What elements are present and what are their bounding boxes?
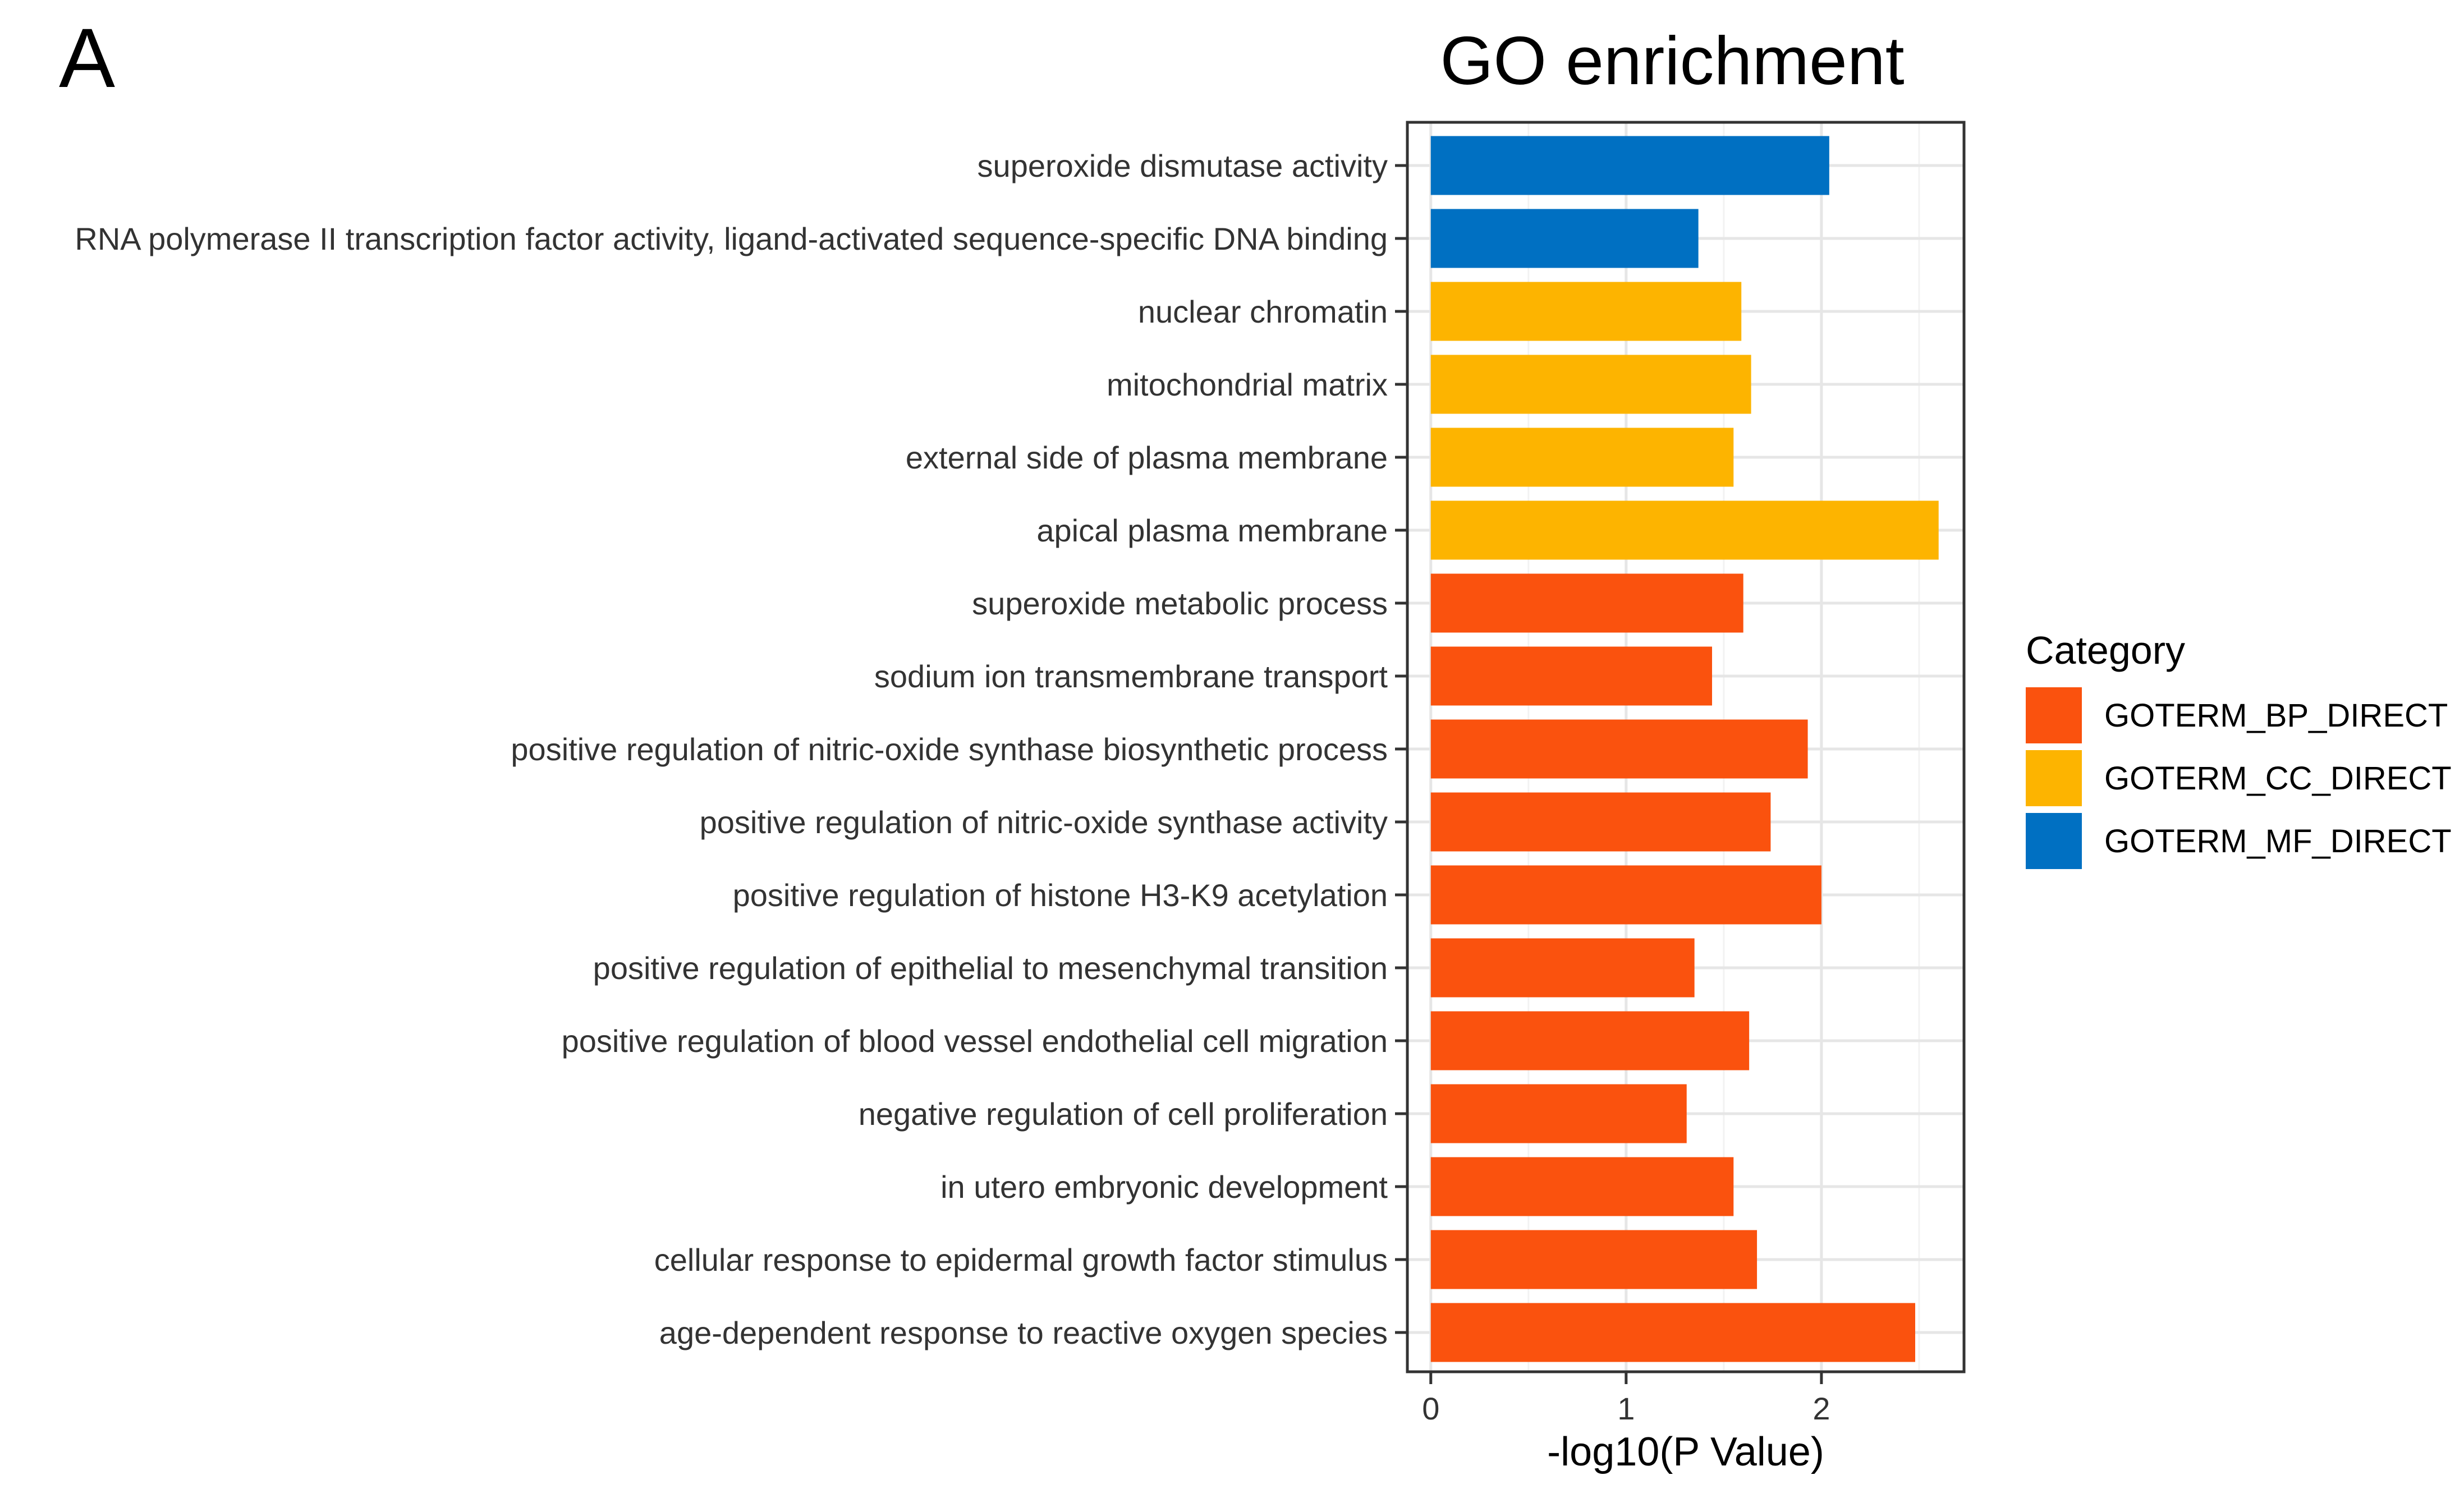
bar	[1430, 282, 1742, 341]
panel-border	[1406, 121, 1966, 1373]
bar	[1430, 1011, 1750, 1070]
y-tick-label: superoxide dismutase activity	[978, 148, 1388, 183]
bar	[1430, 573, 1743, 633]
y-tick-label: positive regulation of histone H3-K9 ace…	[733, 877, 1388, 913]
bar	[1430, 719, 1808, 779]
x-tick-label: 2	[1813, 1391, 1830, 1426]
bar	[1430, 938, 1695, 998]
legend: Category GOTERM_BP_DIRECT GOTERM_CC_DIREC…	[2026, 628, 2452, 869]
bar	[1430, 136, 1829, 195]
y-tick-label: positive regulation of epithelial to mes…	[593, 950, 1388, 986]
y-tick-label: cellular response to epidermal growth fa…	[654, 1242, 1388, 1278]
y-tick-label: in utero embryonic development	[940, 1169, 1388, 1205]
bar	[1430, 500, 1939, 560]
panel-label: A	[59, 11, 115, 105]
y-tick-label: RNA polymerase II transcription factor a…	[75, 221, 1388, 256]
legend-entries: GOTERM_BP_DIRECT GOTERM_CC_DIRECT GOTERM_M…	[2026, 687, 2452, 869]
x-axis: 0 1 2	[1422, 1372, 1830, 1426]
x-tick-label: 0	[1422, 1391, 1439, 1426]
y-tick-label: positive regulation of nitric-oxide synt…	[511, 732, 1388, 767]
y-tick-label: apical plasma membrane	[1036, 513, 1388, 548]
y-tick-label: nuclear chromatin	[1138, 294, 1388, 329]
legend-swatch	[2026, 750, 2082, 806]
y-tick-label: sodium ion transmembrane transport	[874, 659, 1388, 694]
legend-swatch	[2026, 687, 2082, 743]
y-tick-label: external side of plasma membrane	[906, 440, 1388, 475]
bar	[1430, 1230, 1758, 1289]
bar-layer	[1430, 136, 1939, 1362]
y-tick-label: age-dependent response to reactive oxyge…	[659, 1315, 1388, 1350]
y-axis: superoxide dismutase activity RNA polymer…	[75, 148, 1407, 1350]
y-tick-label: positive regulation of blood vessel endo…	[562, 1023, 1388, 1059]
legend-label: GOTERM_BP_DIRECT	[2104, 697, 2448, 734]
bar	[1430, 1157, 1734, 1216]
bar	[1430, 1084, 1687, 1143]
y-tick-label: superoxide metabolic process	[972, 586, 1388, 621]
y-tick-label: mitochondrial matrix	[1107, 367, 1388, 402]
legend-label: GOTERM_CC_DIRECT	[2104, 760, 2452, 797]
bar	[1430, 1303, 1915, 1362]
legend-swatch	[2026, 813, 2082, 869]
x-axis-label: -log10(P Value)	[1547, 1430, 1824, 1474]
chart-title: GO enrichment	[1440, 22, 1904, 99]
bar	[1430, 646, 1712, 706]
y-tick-label: positive regulation of nitric-oxide synt…	[700, 805, 1388, 840]
bar	[1430, 209, 1699, 268]
x-tick-label: 1	[1617, 1391, 1635, 1426]
bar	[1430, 355, 1751, 414]
bar	[1430, 865, 1821, 925]
legend-title: Category	[2026, 628, 2185, 672]
legend-label: GOTERM_MF_DIRECT	[2104, 823, 2452, 860]
bar	[1430, 792, 1771, 852]
bar	[1430, 428, 1734, 487]
y-tick-label: negative regulation of cell proliferatio…	[859, 1096, 1388, 1132]
